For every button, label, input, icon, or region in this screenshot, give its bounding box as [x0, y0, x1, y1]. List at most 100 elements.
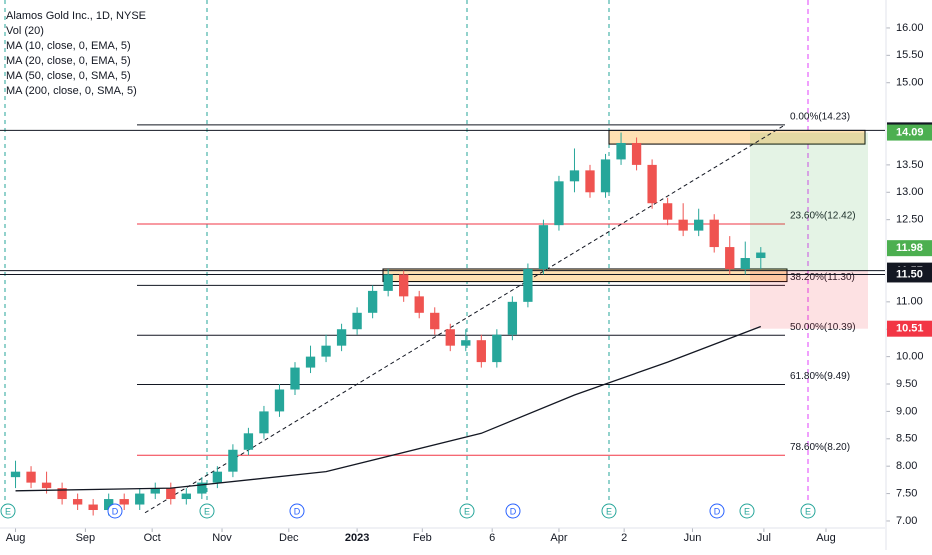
price-tag: [887, 320, 932, 337]
x-tick-label: Nov: [212, 532, 232, 544]
event-label: D: [510, 506, 517, 516]
candle-body: [367, 290, 378, 313]
candle-body: [135, 493, 145, 505]
candle-body: [88, 504, 98, 511]
candle-body: [662, 203, 673, 220]
candle-body: [492, 334, 502, 363]
price-tag: [887, 240, 932, 257]
legend-entry: MA (50, close, 0, SMA, 5): [6, 70, 131, 82]
candle-body: [26, 471, 36, 483]
event-icon: [601, 503, 617, 519]
y-tick-label: 9.00: [896, 405, 917, 417]
legend-entry: MA (10, close, 0, EMA, 5): [6, 40, 131, 52]
fib-label: 61.80%(9.49): [790, 371, 850, 382]
candle-body: [321, 345, 331, 357]
candle-body: [150, 488, 160, 494]
event-label: D: [112, 506, 119, 516]
y-tick-label: 15.00: [896, 77, 924, 89]
y-tick-label: 8.00: [896, 460, 917, 472]
event-label: E: [5, 506, 11, 516]
candle-body: [600, 159, 611, 193]
candle-body: [461, 340, 471, 346]
candle-body: [694, 219, 704, 231]
event-label: E: [204, 506, 210, 516]
event-icon: [0, 503, 16, 519]
candle-body: [290, 367, 300, 390]
fib-label: 38.20%(11.30): [790, 272, 855, 283]
ma200-line: [15, 325, 762, 492]
price-tag: [887, 124, 932, 141]
profit-zone: [750, 132, 868, 271]
price-tag: [887, 266, 932, 283]
event-icon: [107, 503, 123, 519]
price-tag-label: 10.51: [896, 323, 924, 335]
legend: Alamos Gold Inc., 1D, NYSE Vol (20) MA (10…: [6, 10, 146, 97]
candle-body: [104, 499, 114, 511]
candle-body: [507, 301, 518, 335]
candle-body: [616, 142, 626, 160]
fib-label: 0.00%(14.23): [790, 112, 850, 123]
y-tick-label: 7.00: [896, 515, 917, 527]
x-tick-label: Feb: [413, 532, 432, 544]
event-label: D: [714, 506, 721, 516]
y-tick-label: 9.50: [896, 378, 917, 390]
y-tick-label: 7.50: [896, 487, 917, 499]
candle-body: [41, 482, 52, 489]
x-tick-label: Sep: [76, 532, 96, 544]
candle-body: [585, 170, 595, 193]
y-tick-label: 15.50: [896, 49, 924, 61]
legend-entry: Alamos Gold Inc., 1D, NYSE: [6, 10, 146, 22]
x-tick-label: Apr: [550, 532, 567, 544]
candle-body: [243, 433, 254, 450]
candle-body: [228, 449, 238, 472]
y-tick-label: 12.50: [896, 214, 924, 226]
fib-label: 50.00%(10.39): [790, 322, 856, 333]
x-tick-label: 2023: [345, 532, 369, 544]
y-tick-label: 8.50: [896, 433, 917, 445]
candle-body: [647, 164, 657, 204]
event-icon: [505, 503, 521, 519]
y-tick-label: 10.00: [896, 351, 924, 363]
candle-body: [740, 258, 750, 269]
x-tick-label: Oct: [144, 532, 161, 544]
candle-body: [445, 329, 455, 346]
event-icon: [709, 503, 725, 519]
x-tick-label: 6: [489, 532, 495, 544]
x-tick-label: Jul: [757, 532, 771, 544]
candle-body: [678, 219, 688, 231]
candle-body: [569, 170, 580, 182]
candle-body: [430, 312, 440, 330]
legend-entry: MA (200, close, 0, SMA, 5): [6, 85, 137, 97]
candle-body: [523, 268, 533, 302]
candle-body: [554, 181, 564, 226]
x-tick-label: Jun: [684, 532, 702, 544]
event-label: D: [294, 506, 301, 516]
candle-body: [725, 247, 735, 269]
event-icon: [739, 503, 755, 519]
legend-entry: Vol (20): [6, 25, 44, 37]
x-tick-label: 2: [621, 532, 627, 544]
x-tick-label: Aug: [6, 532, 26, 544]
legend-entry: MA (20, close, 0, EMA, 5): [6, 55, 131, 67]
event-label: E: [464, 506, 470, 516]
candle-body: [399, 274, 409, 297]
y-tick-label: 11.00: [896, 296, 923, 308]
candle-body: [212, 471, 223, 483]
event-icon: [800, 503, 816, 519]
candle-body: [383, 274, 393, 291]
candle-body: [259, 411, 269, 434]
fib-label: 23.60%(12.42): [790, 211, 856, 222]
candle-body: [166, 488, 176, 500]
candle-body: [709, 219, 719, 248]
event-icon: [289, 503, 305, 519]
loss-zone: [750, 270, 868, 329]
y-tick-label: 13.00: [896, 186, 924, 198]
trend-line: [144, 124, 786, 514]
candle-body: [305, 356, 316, 368]
event-icon: [459, 503, 475, 519]
candle-body: [197, 482, 207, 494]
price-tag-label: 11.98: [896, 242, 923, 254]
y-tick-label: 16.00: [896, 22, 924, 34]
